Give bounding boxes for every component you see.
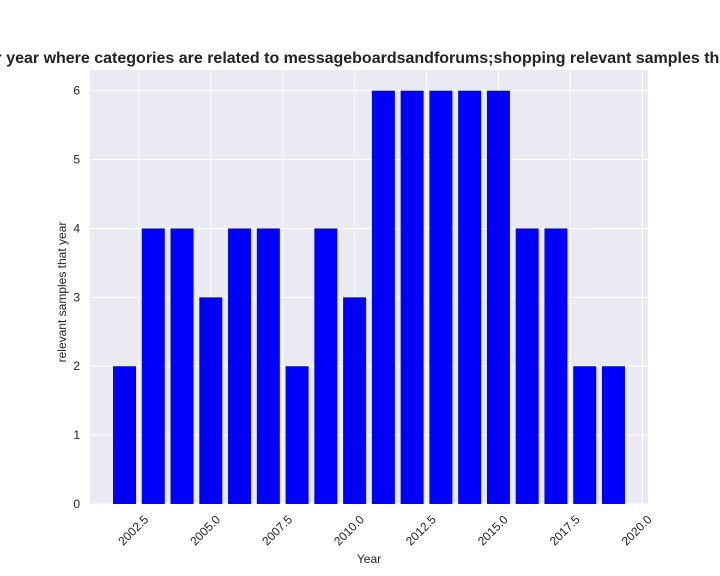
y-axis-ticks: 0 1 2 3 4 5 6 bbox=[73, 84, 80, 511]
bar-2004 bbox=[170, 228, 194, 504]
x-tick-label: 2015.0 bbox=[475, 512, 511, 548]
bar-2014 bbox=[458, 90, 482, 505]
x-tick-label: 2005.0 bbox=[187, 512, 223, 548]
x-tick-label: 2017.5 bbox=[547, 512, 583, 548]
bar-2011 bbox=[371, 90, 395, 505]
y-tick-label: 0 bbox=[73, 497, 80, 511]
bar-2019 bbox=[601, 366, 625, 504]
y-tick-label: 6 bbox=[73, 84, 80, 98]
x-tick-label: 2002.5 bbox=[115, 512, 151, 548]
bar-2013 bbox=[429, 90, 453, 505]
bar-2002 bbox=[113, 366, 137, 504]
x-axis-label: Year bbox=[357, 552, 381, 566]
bar-2007 bbox=[256, 228, 280, 504]
bar-2016 bbox=[515, 228, 539, 504]
y-tick-label: 2 bbox=[73, 359, 80, 373]
bar-2005 bbox=[199, 297, 223, 504]
bar-2008 bbox=[285, 366, 309, 504]
chart-title: Number of samples per year where categor… bbox=[0, 50, 720, 67]
y-tick-label: 1 bbox=[73, 428, 80, 442]
bar-2015 bbox=[486, 90, 510, 505]
x-axis-ticks: 2002.5 2005.0 2007.5 2010.0 2012.5 2015.0 2017… bbox=[115, 512, 654, 548]
bar-2009 bbox=[314, 228, 338, 504]
x-tick-label: 2020.0 bbox=[619, 512, 655, 548]
y-tick-label: 4 bbox=[73, 221, 80, 235]
y-tick-label: 5 bbox=[73, 153, 80, 167]
x-tick-label: 2012.5 bbox=[403, 512, 439, 548]
bar-2017 bbox=[544, 228, 568, 504]
bar-2010 bbox=[343, 297, 367, 504]
y-tick-label: 3 bbox=[73, 290, 80, 304]
y-axis-label: relevant samples that year bbox=[55, 222, 69, 363]
x-tick-label: 2007.5 bbox=[259, 512, 295, 548]
bar-2012 bbox=[400, 90, 424, 505]
bar-2003 bbox=[141, 228, 165, 504]
x-tick-label: 2010.0 bbox=[331, 512, 367, 548]
bar-2018 bbox=[573, 366, 597, 504]
bar-2006 bbox=[228, 228, 252, 504]
bars-group bbox=[113, 90, 625, 505]
